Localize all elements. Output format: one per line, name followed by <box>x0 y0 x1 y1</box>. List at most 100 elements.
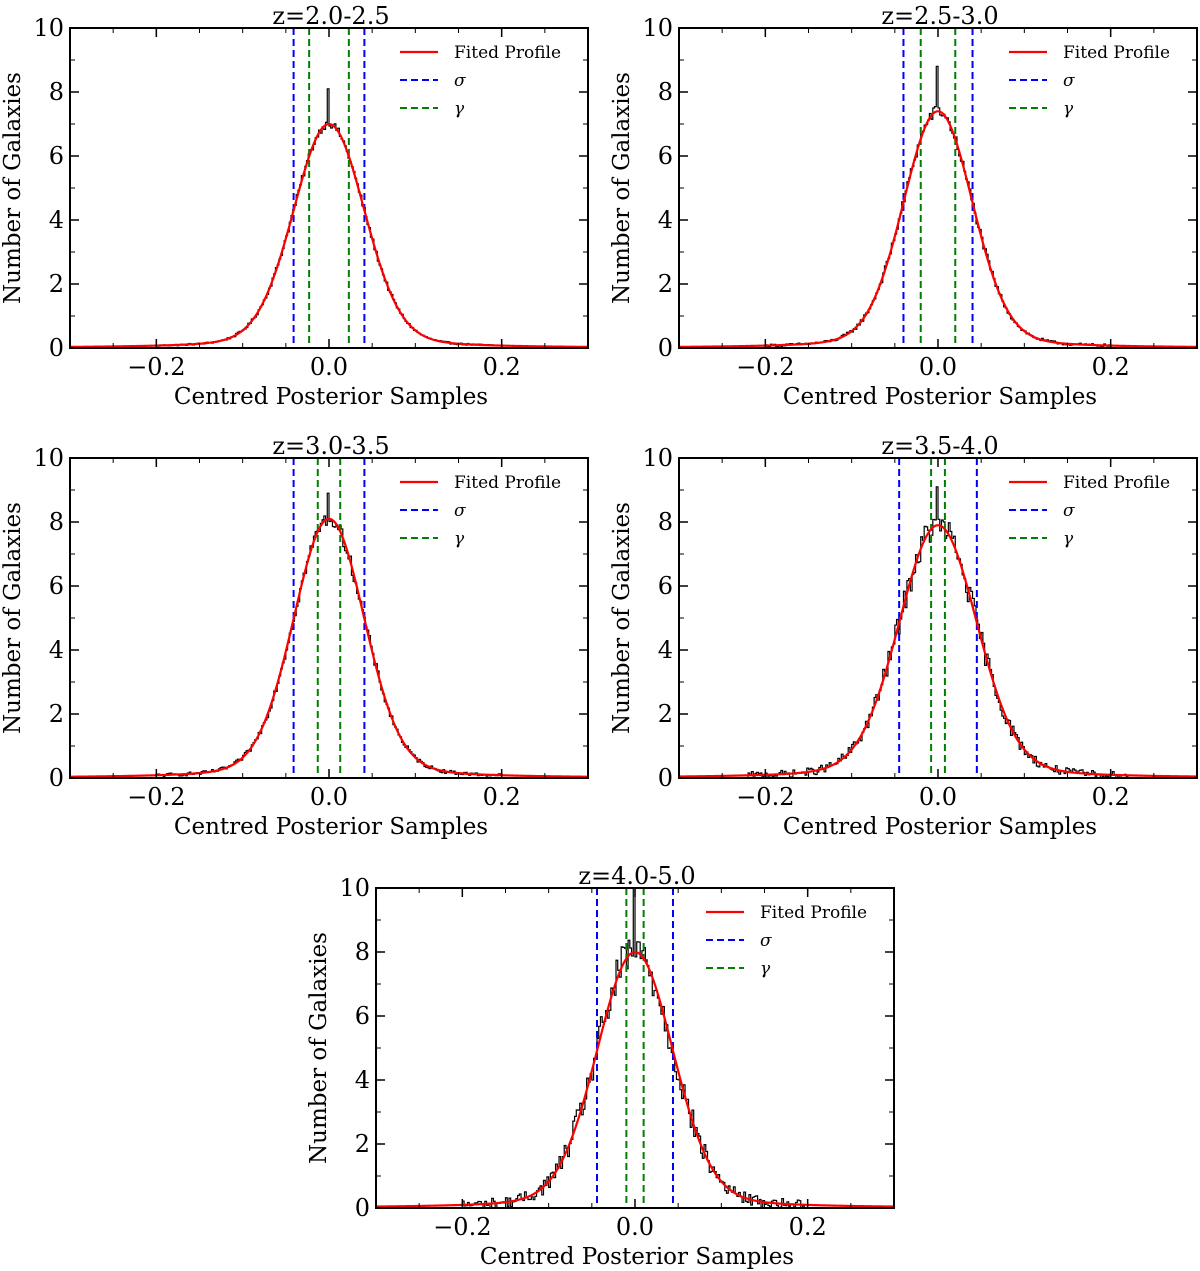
y-tick-label: 8 <box>49 508 64 536</box>
x-tick-label: −0.2 <box>433 1213 491 1241</box>
panel-5: −0.2 0.0 0.2 0 2 4 6 8 10 z=4.0-5.0 Centred Poster… <box>306 862 895 1270</box>
legend-sigma-label: σ <box>454 71 466 91</box>
legend: Fited Profile σγ <box>400 473 561 549</box>
y-tick-label: 8 <box>658 508 673 536</box>
y-tick-label: 0 <box>355 1194 370 1222</box>
y-tick-label: 10 <box>642 14 673 42</box>
histogram <box>764 65 1112 348</box>
y-tick-label: 6 <box>355 1002 370 1030</box>
legend-sigma-label: σ <box>1063 501 1075 521</box>
x-tick-label: 0.2 <box>789 1213 827 1241</box>
x-tick-label: −0.2 <box>127 783 185 811</box>
legend-gamma-label: γ <box>760 959 771 979</box>
histogram <box>461 888 808 1208</box>
legend-gamma-label: γ <box>454 99 465 119</box>
legend: Fited Profile σγ <box>1009 473 1170 549</box>
y-tick-label: 4 <box>49 206 64 234</box>
y-tick-label: 6 <box>49 572 64 600</box>
legend-gamma-label: γ <box>454 529 465 549</box>
legend-fit-label: Fited Profile <box>454 473 561 493</box>
y-tick-label: 6 <box>658 142 673 170</box>
x-tick-label: 0.2 <box>483 783 521 811</box>
legend-gamma-label: γ <box>1063 99 1074 119</box>
y-tick-label: 0 <box>658 334 673 362</box>
y-tick-label: 4 <box>355 1066 370 1094</box>
fitted-profile-line <box>70 122 588 348</box>
y-tick-label: 4 <box>658 636 673 664</box>
y-tick-label: 2 <box>49 700 64 728</box>
legend: Fited Profile σγ <box>706 903 867 979</box>
y-tick-label: 2 <box>658 270 673 298</box>
y-tick-label: 0 <box>658 764 673 792</box>
x-tick-label: 0.0 <box>919 783 957 811</box>
y-tick-label: 4 <box>49 636 64 664</box>
y-tick-label: 6 <box>49 142 64 170</box>
legend: Fited Profile σγ <box>400 43 561 119</box>
legend-fit-label: Fited Profile <box>760 903 867 923</box>
x-tick-label: 0.0 <box>616 1213 654 1241</box>
y-tick-label: 4 <box>658 206 673 234</box>
panel-title: z=3.0-3.5 <box>272 432 389 460</box>
panel-title: z=4.0-5.0 <box>578 862 695 890</box>
y-tick-label: 8 <box>355 938 370 966</box>
y-tick-label: 6 <box>658 572 673 600</box>
y-axis-label: Number of Galaxies <box>0 502 26 734</box>
plot-area <box>70 28 588 348</box>
y-tick-label: 8 <box>49 78 64 106</box>
panel-2: −0.2 0.0 0.2 0 2 4 6 8 10 z=2.5-3.0 Centred Poster… <box>609 2 1198 410</box>
y-tick-label: 10 <box>33 14 64 42</box>
y-axis-label: Number of Galaxies <box>609 502 635 734</box>
histogram <box>155 492 503 778</box>
y-tick-label: 8 <box>658 78 673 106</box>
legend-sigma-label: σ <box>760 931 772 951</box>
x-axis-label: Centred Posterior Samples <box>783 384 1097 410</box>
x-tick-label: 0.2 <box>483 353 521 381</box>
x-tick-label: 0.2 <box>1092 783 1130 811</box>
x-axis-label: Centred Posterior Samples <box>174 814 488 840</box>
x-tick-label: 0.2 <box>1092 353 1130 381</box>
histogram <box>155 88 503 348</box>
legend: Fited Profile σγ <box>1009 43 1170 119</box>
fitted-profile-line <box>679 110 1197 348</box>
x-tick-label: 0.0 <box>919 353 957 381</box>
panel-1: −0.2 0.0 0.2 0 2 4 6 8 10 z=2.0-2.5 Centred Poster… <box>0 2 589 410</box>
legend-sigma-label: σ <box>1063 71 1075 91</box>
y-tick-label: 0 <box>49 764 64 792</box>
legend-gamma-label: γ <box>1063 529 1074 549</box>
x-tick-label: 0.0 <box>310 783 348 811</box>
plot-area <box>679 458 1197 778</box>
fitted-profile-line <box>679 524 1197 778</box>
y-tick-label: 2 <box>49 270 64 298</box>
panel-title: z=2.5-3.0 <box>881 2 998 30</box>
legend-sigma-label: σ <box>454 501 466 521</box>
y-tick-label: 0 <box>49 334 64 362</box>
y-axis-label: Number of Galaxies <box>609 72 635 304</box>
x-tick-label: −0.2 <box>127 353 185 381</box>
x-tick-label: 0.0 <box>310 353 348 381</box>
x-tick-label: −0.2 <box>736 783 794 811</box>
x-tick-label: −0.2 <box>736 353 794 381</box>
plot-area <box>679 28 1197 348</box>
axes-frame <box>69 27 589 349</box>
panel-4: −0.2 0.0 0.2 0 2 4 6 8 10 z=3.5-4.0 Centred Poster… <box>609 432 1198 840</box>
legend-fit-label: Fited Profile <box>1063 43 1170 63</box>
fitted-profile-line <box>376 950 894 1208</box>
y-tick-label: 10 <box>339 874 370 902</box>
histogram <box>747 486 1129 778</box>
panel-3: −0.2 0.0 0.2 0 2 4 6 8 10 z=3.0-3.5 Centred Poster… <box>0 432 589 840</box>
legend-fit-label: Fited Profile <box>1063 473 1170 493</box>
y-tick-label: 10 <box>642 444 673 472</box>
fitted-profile-line <box>70 517 588 778</box>
y-tick-label: 2 <box>355 1130 370 1158</box>
y-tick-label: 10 <box>33 444 64 472</box>
x-axis-label: Centred Posterior Samples <box>783 814 1097 840</box>
plot-area <box>376 888 894 1208</box>
y-axis-label: Number of Galaxies <box>0 72 26 304</box>
plot-area <box>70 458 588 778</box>
x-axis-label: Centred Posterior Samples <box>174 384 488 410</box>
y-tick-label: 2 <box>658 700 673 728</box>
panel-title: z=3.5-4.0 <box>881 432 998 460</box>
y-axis-label: Number of Galaxies <box>306 932 332 1164</box>
panel-title: z=2.0-2.5 <box>272 2 389 30</box>
